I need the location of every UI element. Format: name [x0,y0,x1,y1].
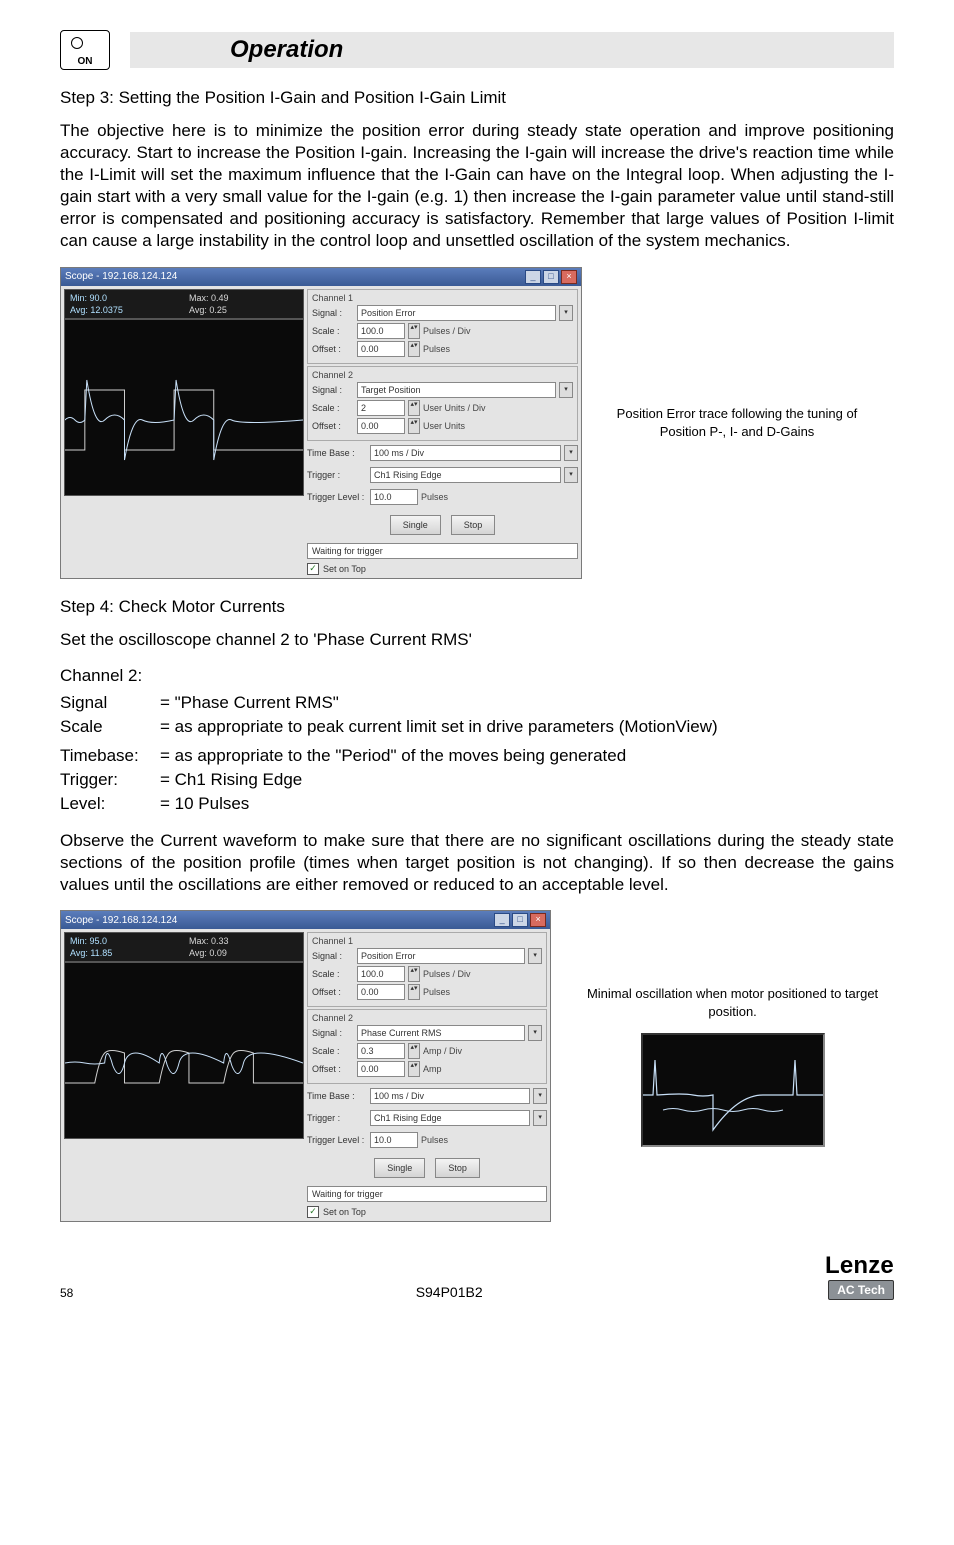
trigger-level-input[interactable]: 10.0 [370,1132,418,1148]
scope2-stats: Min: 95.0 Max: 0.33 Avg: 11.85 Avg: 0.09 [64,932,304,962]
scope1-window: Scope - 192.168.124.124 _ □ × Min: 90.0 … [60,267,582,579]
scope2-title: Scope - 192.168.124.124 [65,915,177,926]
ch2-scale-input[interactable]: 0.3 [357,1043,405,1059]
scope2-window: Scope - 192.168.124.124 _ □ × Min: 95.0 … [60,910,551,1222]
dropdown-icon[interactable]: ▾ [564,445,578,461]
spinner-icon[interactable]: ▴▾ [408,984,420,1000]
dropdown-icon[interactable]: ▾ [528,1025,542,1041]
on-icon-label: ON [78,56,93,67]
ch1-offset-input[interactable]: 0.00 [357,984,405,1000]
timebase-select[interactable]: 100 ms / Div [370,1088,530,1104]
scope2-titlebar: Scope - 192.168.124.124 _ □ × [61,911,550,929]
spinner-icon[interactable]: ▴▾ [408,966,420,982]
spinner-icon[interactable]: ▴▾ [408,418,420,434]
minimize-button[interactable]: _ [525,270,541,284]
minimize-button[interactable]: _ [494,913,510,927]
single-button[interactable]: Single [374,1158,425,1178]
stop-button[interactable]: Stop [435,1158,480,1178]
step4-heading: Step 4: Check Motor Currents [60,597,894,617]
channel2-label: Channel 2: [60,665,894,687]
maximize-button[interactable]: □ [543,270,559,284]
ch2-scale-input[interactable]: 2 [357,400,405,416]
small-waveform [641,1033,825,1147]
dropdown-icon[interactable]: ▾ [528,948,542,964]
ch1-offset-input[interactable]: 0.00 [357,341,405,357]
paragraph-3: Observe the Current waveform to make sur… [60,830,894,896]
stop-button[interactable]: Stop [451,515,496,535]
scope1-titlebar: Scope - 192.168.124.124 _ □ × [61,268,581,286]
scope2-channel2-panel: Channel 2 Signal : Phase Current RMS ▾ S… [307,1009,547,1084]
ch1-scale-input[interactable]: 100.0 [357,966,405,982]
spinner-icon[interactable]: ▴▾ [408,400,420,416]
dropdown-icon[interactable]: ▾ [559,382,573,398]
ch1-signal-select[interactable]: Position Error [357,305,556,321]
timebase-select[interactable]: 100 ms / Div [370,445,561,461]
page-title: Operation [130,32,894,68]
scope2-caption: Minimal oscillation when motor positione… [571,985,894,1020]
single-button[interactable]: Single [390,515,441,535]
definitions: Signal= "Phase Current RMS" Scale= as ap… [60,691,894,816]
scope1-caption: Position Error trace following the tunin… [602,405,872,440]
scope2-status: Waiting for trigger [307,1186,547,1202]
dropdown-icon[interactable]: ▾ [564,467,578,483]
spinner-icon[interactable]: ▴▾ [408,1061,420,1077]
dropdown-icon[interactable]: ▾ [533,1110,547,1126]
scope1-channel2-panel: Channel 2 Signal : Target Position ▾ Sca… [307,366,578,441]
paragraph-2: Set the oscilloscope channel 2 to 'Phase… [60,629,894,651]
set-on-top-checkbox[interactable]: ✓ Set on Top [307,1206,547,1218]
scope2-channel1-panel: Channel 1 Signal : Position Error ▾ Scal… [307,932,547,1007]
ch2-signal-select[interactable]: Target Position [357,382,556,398]
scope1-status: Waiting for trigger [307,543,578,559]
trigger-level-input[interactable]: 10.0 [370,489,418,505]
scope1-channel1-panel: Channel 1 Signal : Position Error ▾ Scal… [307,289,578,364]
step3-heading: Step 3: Setting the Position I-Gain and … [60,88,894,108]
trigger-select[interactable]: Ch1 Rising Edge [370,467,561,483]
ch1-scale-input[interactable]: 100.0 [357,323,405,339]
dropdown-icon[interactable]: ▾ [533,1088,547,1104]
on-icon: ON [60,30,110,70]
ch1-signal-select[interactable]: Position Error [357,948,525,964]
scope1-canvas [64,319,304,496]
close-button[interactable]: × [530,913,546,927]
trigger-select[interactable]: Ch1 Rising Edge [370,1110,530,1126]
ch2-offset-input[interactable]: 0.00 [357,418,405,434]
spinner-icon[interactable]: ▴▾ [408,323,420,339]
page-number: 58 [60,1286,73,1300]
set-on-top-checkbox[interactable]: ✓ Set on Top [307,563,578,575]
spinner-icon[interactable]: ▴▾ [408,1043,420,1059]
close-button[interactable]: × [561,270,577,284]
dropdown-icon[interactable]: ▾ [559,305,573,321]
doc-id: S94P01B2 [416,1284,483,1300]
ch2-signal-select[interactable]: Phase Current RMS [357,1025,525,1041]
maximize-button[interactable]: □ [512,913,528,927]
scope1-stats: Min: 90.0 Max: 0.49 Avg: 12.0375 Avg: 0.… [64,289,304,319]
spinner-icon[interactable]: ▴▾ [408,341,420,357]
brand-logo: Lenze AC Tech [825,1252,894,1300]
ch2-offset-input[interactable]: 0.00 [357,1061,405,1077]
paragraph-1: The objective here is to minimize the po… [60,120,894,253]
scope1-title: Scope - 192.168.124.124 [65,271,177,282]
scope2-canvas [64,962,304,1139]
